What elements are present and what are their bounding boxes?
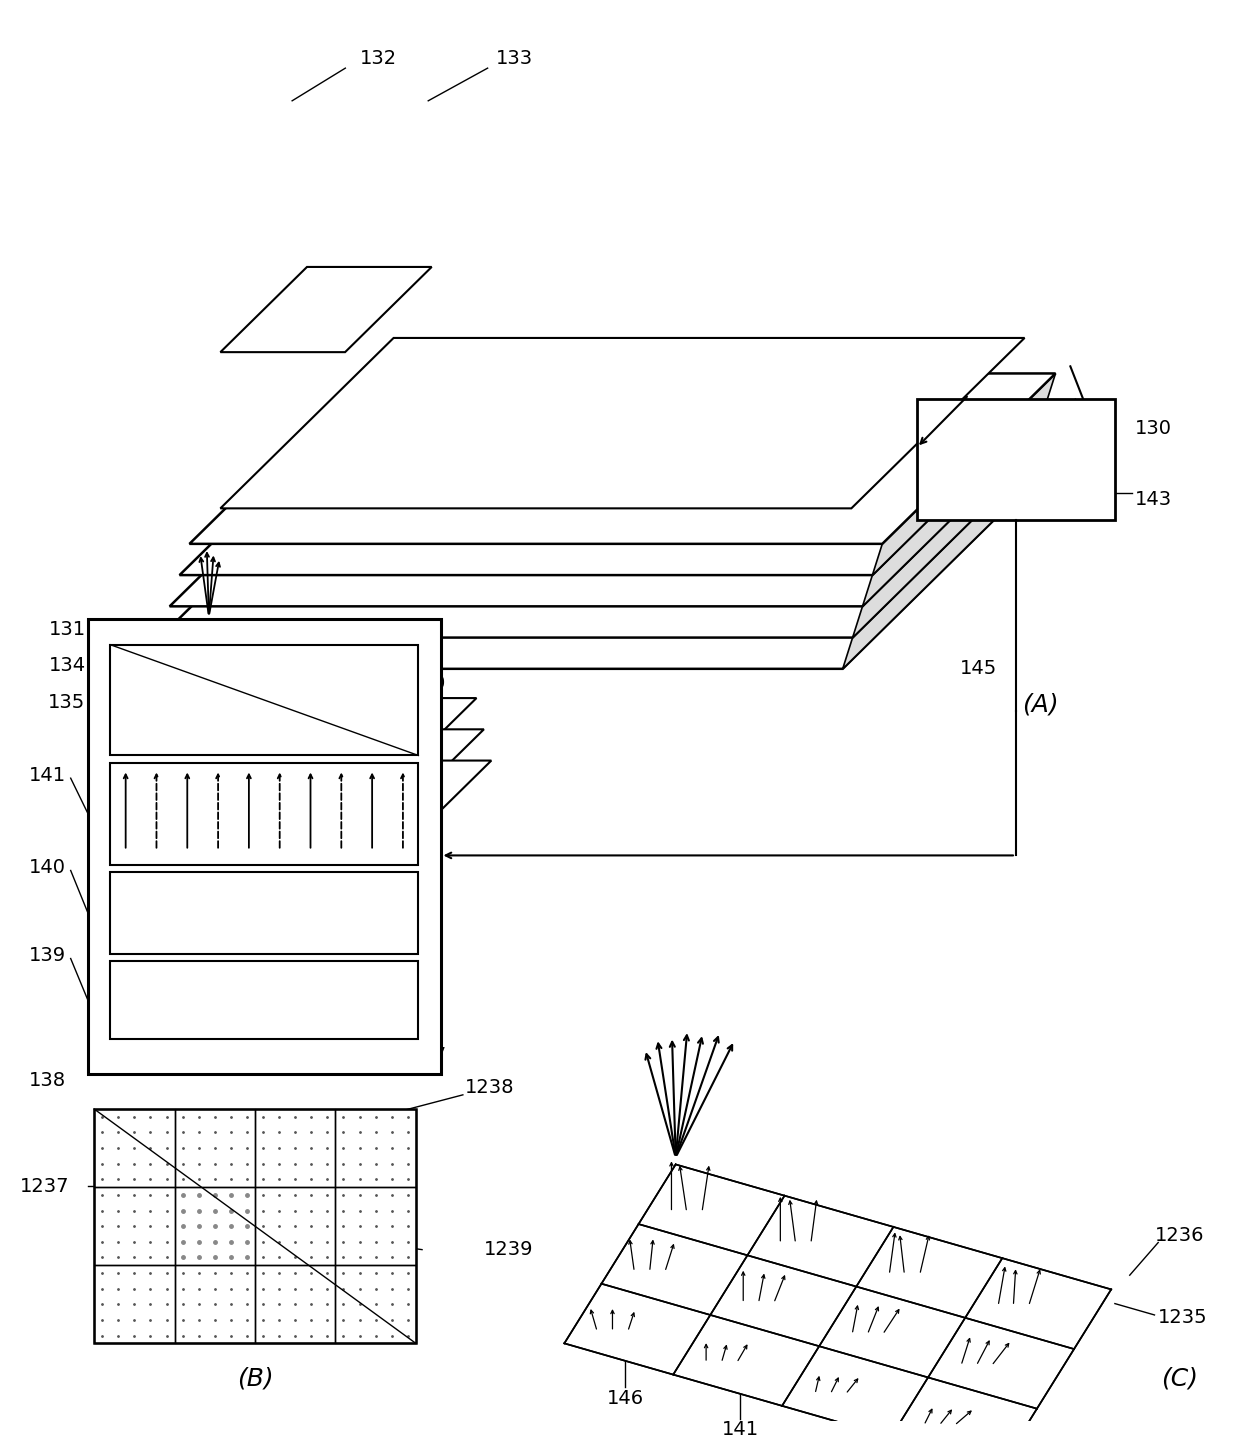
Polygon shape bbox=[221, 268, 432, 353]
Text: 141: 141 bbox=[29, 766, 66, 784]
Text: 139: 139 bbox=[29, 947, 66, 966]
Text: 146: 146 bbox=[606, 1389, 644, 1409]
Text: 144: 144 bbox=[849, 482, 887, 501]
Bar bbox=[110, 645, 418, 755]
Text: 143: 143 bbox=[1135, 491, 1172, 509]
Text: (B): (B) bbox=[237, 1367, 273, 1392]
Polygon shape bbox=[863, 404, 1045, 606]
Bar bbox=[336, 1265, 415, 1344]
Bar bbox=[110, 763, 418, 865]
Polygon shape bbox=[564, 1164, 1111, 1439]
Text: (C): (C) bbox=[1161, 1367, 1198, 1392]
Text: 1239: 1239 bbox=[484, 1240, 533, 1259]
Bar bbox=[88, 619, 440, 1073]
Text: EYE: EYE bbox=[997, 436, 1034, 453]
Text: 1231: 1231 bbox=[296, 673, 346, 692]
Polygon shape bbox=[164, 730, 484, 793]
Text: 132: 132 bbox=[360, 49, 397, 68]
Bar bbox=[336, 1109, 415, 1187]
Bar bbox=[336, 1187, 415, 1265]
Text: 1238: 1238 bbox=[465, 1078, 515, 1098]
Text: 130: 130 bbox=[1135, 419, 1172, 439]
Bar bbox=[94, 1109, 175, 1187]
Bar bbox=[94, 1109, 415, 1344]
Polygon shape bbox=[170, 436, 1035, 606]
Text: 133: 133 bbox=[496, 49, 533, 68]
Bar bbox=[175, 1109, 255, 1187]
Text: (A): (A) bbox=[1022, 692, 1059, 717]
Bar bbox=[110, 872, 418, 954]
Text: 140: 140 bbox=[29, 858, 66, 878]
Text: 137: 137 bbox=[409, 1046, 446, 1065]
Text: 142: 142 bbox=[1009, 456, 1047, 475]
Polygon shape bbox=[853, 436, 1035, 637]
Bar bbox=[110, 961, 418, 1039]
Polygon shape bbox=[221, 338, 1024, 508]
Polygon shape bbox=[150, 498, 1016, 669]
Text: 131: 131 bbox=[48, 620, 86, 639]
Text: 145: 145 bbox=[960, 659, 997, 678]
Bar bbox=[94, 1187, 175, 1265]
Bar bbox=[175, 1265, 255, 1344]
Text: 1237: 1237 bbox=[20, 1177, 69, 1196]
Text: 1235: 1235 bbox=[1158, 1308, 1208, 1327]
Polygon shape bbox=[171, 761, 491, 823]
Text: 141: 141 bbox=[722, 1420, 759, 1439]
Text: 138: 138 bbox=[29, 1071, 66, 1091]
Bar bbox=[255, 1109, 336, 1187]
Bar bbox=[916, 399, 1115, 519]
Polygon shape bbox=[873, 374, 1055, 576]
Polygon shape bbox=[160, 468, 1025, 637]
Text: 135: 135 bbox=[48, 694, 86, 712]
Polygon shape bbox=[190, 374, 1055, 544]
Text: 1236: 1236 bbox=[1154, 1226, 1204, 1245]
Text: 136: 136 bbox=[203, 673, 241, 692]
Text: TRACKER: TRACKER bbox=[970, 476, 1063, 495]
Bar bbox=[175, 1187, 255, 1265]
Polygon shape bbox=[180, 404, 1045, 576]
Bar bbox=[255, 1265, 336, 1344]
Polygon shape bbox=[843, 468, 1025, 669]
Bar bbox=[255, 1187, 336, 1265]
Bar bbox=[94, 1265, 175, 1344]
Polygon shape bbox=[156, 698, 476, 761]
Text: 134: 134 bbox=[48, 656, 86, 675]
Text: 1230: 1230 bbox=[397, 673, 446, 692]
